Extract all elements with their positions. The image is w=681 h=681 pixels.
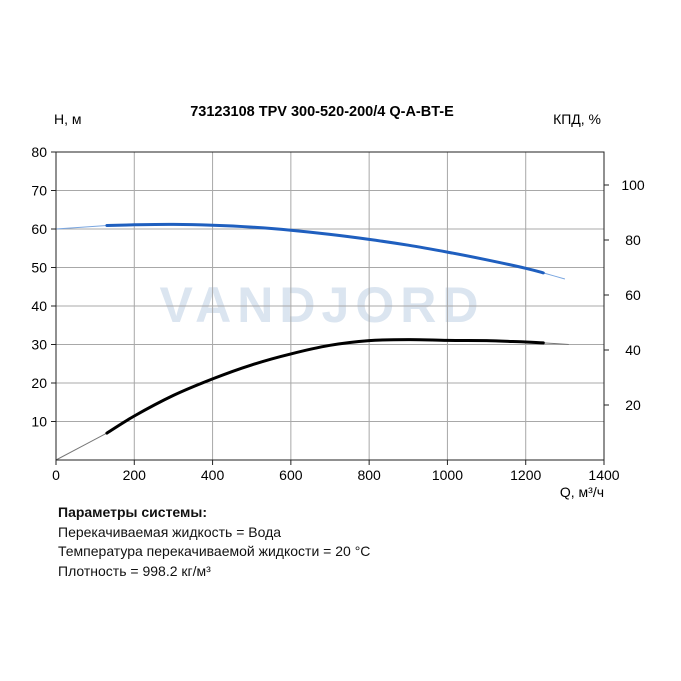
y2-tick-label: 20: [625, 397, 641, 413]
y-tick-label: 70: [31, 183, 47, 199]
x-tick-label: 200: [123, 467, 147, 483]
x-axis-label: Q, м³/ч: [560, 484, 604, 500]
x-tick-label: 600: [279, 467, 303, 483]
system-parameters: Параметры системы: Перекачиваемая жидкос…: [58, 503, 370, 581]
system-parameters-heading: Параметры системы:: [58, 504, 208, 520]
head-curve-extension-left: [55, 225, 107, 230]
head-curve: [105, 222, 545, 275]
watermark-text: VANDJORD: [160, 277, 485, 333]
param-line-density: Плотность = 998.2 кг/м³: [58, 562, 211, 579]
head-curve-extension-right: [543, 272, 566, 280]
y2-tick-label: 40: [625, 342, 641, 358]
param-line-liquid: Перекачиваемая жидкость = Вода: [58, 523, 282, 540]
y2-tick-label: 60: [625, 287, 641, 303]
efficiency-curve: [105, 338, 545, 435]
y2-tick-label: 80: [625, 232, 641, 248]
x-tick-label: 1400: [588, 467, 619, 483]
y-tick-label: 10: [31, 414, 47, 430]
x-tick-label: 0: [52, 467, 60, 483]
y2-axis-label: КПД, %: [553, 111, 601, 127]
x-tick-label: 800: [357, 467, 381, 483]
param-line-temperature: Температура перекачиваемой жидкости = 20…: [58, 543, 371, 559]
y-tick-label: 80: [31, 144, 47, 160]
y-tick-label: 30: [31, 337, 47, 353]
x-tick-label: 1200: [510, 467, 541, 483]
chart-title: 73123108 TPV 300-520-200/4 Q-A-BT-E: [190, 104, 454, 120]
y2-tick-label: 100: [621, 177, 645, 193]
x-tick-label: 1000: [432, 467, 463, 483]
efficiency-curve-extension-left: [55, 432, 108, 461]
x-tick-label: 400: [201, 467, 225, 483]
y-axis-label: H, м: [54, 111, 82, 127]
y-tick-label: 60: [31, 221, 47, 237]
y-tick-label: 50: [31, 260, 47, 276]
y-tick-label: 20: [31, 375, 47, 391]
y-tick-label: 40: [31, 298, 47, 314]
